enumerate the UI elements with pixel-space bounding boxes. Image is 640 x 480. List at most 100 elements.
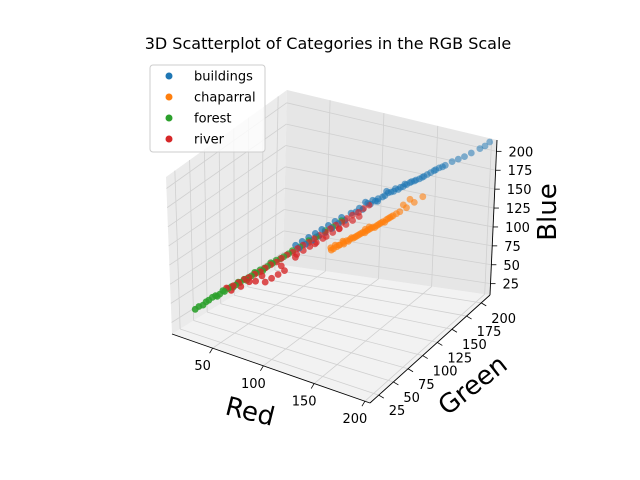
point-forest (191, 305, 199, 313)
tick-mark (407, 368, 414, 373)
grid-line-z (167, 145, 286, 228)
z-tick-label: 25 (503, 278, 520, 293)
grid-line-y (203, 149, 208, 313)
tick-mark (310, 383, 315, 389)
point-river (310, 235, 318, 243)
grid-line-x (364, 293, 485, 402)
y-tick-label: 100 (433, 365, 458, 380)
y-tick-label: 25 (389, 404, 406, 419)
grid-line-z (284, 187, 494, 228)
x-tick-label: 100 (241, 377, 266, 392)
grid-line-x (212, 270, 326, 349)
y-tick-label: 50 (403, 391, 420, 406)
grid-line-y (234, 294, 438, 343)
tick-mark (393, 381, 399, 386)
grid-line-x (484, 138, 493, 295)
z-tick-label: 175 (508, 164, 533, 179)
legend-label-buildings: buildings (194, 70, 253, 85)
tick-mark (361, 401, 366, 407)
grid-line-y (174, 170, 181, 329)
point-river (343, 215, 351, 222)
point-river (261, 278, 269, 286)
x-tick-label: 150 (292, 395, 317, 410)
y-tick-label: 175 (477, 325, 502, 340)
point-chaparral (406, 195, 414, 203)
grid-line-y (207, 311, 409, 370)
point-chaparral (419, 193, 427, 201)
legend-frame (149, 64, 266, 153)
point-buildings (486, 138, 494, 146)
point-river (349, 211, 356, 219)
data-points (191, 138, 494, 313)
axes-ticks: 5010015020025507510012515017520025507510… (171, 139, 533, 427)
legend-marker-buildings (165, 72, 173, 80)
point-buildings (461, 153, 468, 161)
y-axis-label: Green (433, 350, 514, 422)
grid-line-y (247, 286, 453, 330)
grid-line-z (170, 230, 284, 304)
axes-grid (166, 96, 497, 402)
z-tick-label: 200 (508, 145, 533, 160)
y-tick-label: 200 (491, 312, 516, 327)
legend-label-river: river (194, 133, 225, 148)
tick-mark (481, 302, 487, 307)
grid-line-y (261, 278, 467, 317)
y-tick-label: 150 (462, 338, 487, 353)
point-river (268, 274, 275, 282)
tick-mark (437, 342, 443, 346)
grid-line-y (189, 160, 195, 321)
point-river (274, 271, 282, 278)
x-tick-label: 50 (194, 359, 211, 374)
grid-line-z (286, 123, 496, 171)
point-buildings (318, 226, 326, 233)
grid-line-z (285, 145, 495, 190)
grid-line-y (193, 320, 394, 383)
point-buildings (476, 145, 484, 153)
point-buildings (467, 149, 475, 157)
grid-line-z (283, 251, 491, 285)
point-river (292, 253, 299, 261)
legend: buildings chaparral forest river (149, 64, 266, 153)
tick-mark (378, 394, 384, 399)
point-river (349, 217, 356, 224)
point-river (278, 254, 285, 262)
point-river (252, 277, 259, 285)
grid-line-z (169, 209, 285, 285)
grid-line-x (325, 100, 331, 272)
grid-line-x (313, 286, 432, 384)
grid-line-y (218, 138, 222, 304)
grid-line-x (263, 278, 379, 367)
grid-line-y (220, 303, 423, 356)
y-tick-label: 125 (447, 351, 472, 366)
x-axis-label: Red (222, 392, 277, 433)
tick-mark (466, 315, 472, 320)
point-buildings (362, 198, 369, 206)
x-tick-label: 200 (343, 412, 368, 427)
legend-label-chaparral: chaparral (194, 91, 256, 106)
grid-line-z (168, 166, 286, 247)
z-tick-label: 75 (504, 240, 521, 255)
point-buildings (311, 230, 319, 237)
z-axis-label: Blue (533, 183, 563, 241)
point-buildings (454, 155, 462, 163)
legend-label-forest: forest (194, 112, 231, 127)
point-river (327, 225, 334, 233)
legend-marker-chaparral (165, 93, 173, 101)
point-river (355, 209, 362, 216)
legend-marker-forest (165, 114, 173, 122)
grid-line-z (286, 102, 497, 152)
chart-title: 3D Scatterplot of Categories in the RGB … (145, 34, 512, 53)
grid-line-y (274, 96, 279, 271)
tick-mark (209, 347, 213, 354)
tick-mark (260, 365, 264, 372)
grid-line-z (166, 123, 287, 208)
z-tick-label: 100 (505, 221, 530, 236)
y-axis-line (369, 294, 491, 404)
tick-mark (422, 355, 428, 359)
point-river (277, 262, 285, 270)
point-buildings (448, 158, 456, 166)
grid-line-z (169, 187, 285, 266)
grid-line-z (285, 166, 495, 209)
z-tick-label: 50 (503, 259, 520, 274)
